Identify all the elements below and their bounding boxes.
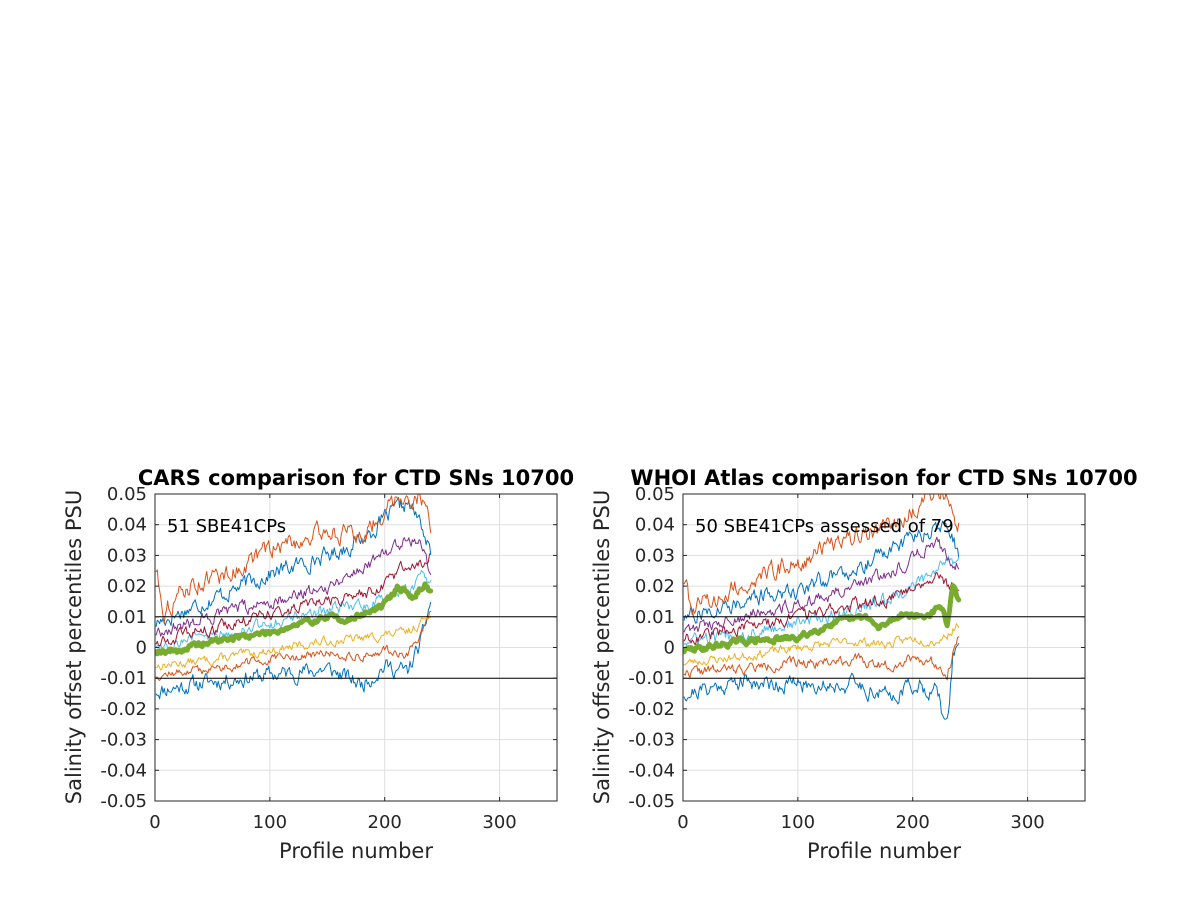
x-tick-label: 100 [253, 812, 287, 833]
y-tick-label: 0 [664, 638, 675, 659]
y-axis-label: Salinity offset percentiles PSU [62, 490, 86, 804]
y-tick-label: -0.03 [628, 730, 675, 751]
x-tick-label: 0 [149, 812, 160, 833]
percentile-line-4 [683, 571, 960, 645]
y-tick-label: 0.04 [635, 515, 675, 536]
percentile-line-8 [683, 583, 962, 655]
percentile-line-1 [155, 610, 432, 681]
y-tick-label: -0.03 [100, 730, 147, 751]
y-tick-label: 0.03 [635, 545, 675, 566]
percentile-line-0 [683, 643, 960, 720]
x-tick-label: 0 [677, 812, 688, 833]
percentile-line-7 [155, 494, 432, 624]
y-tick-label: -0.01 [628, 668, 675, 689]
x-tick-label: 200 [896, 812, 930, 833]
percentile-line-4 [155, 552, 432, 647]
percentile-line-7 [683, 494, 960, 616]
plot-area: 0 100 200 300 0.05 0.04 0.03 0.02 0.01 0 -0.01 -0.0… [100, 484, 558, 833]
y-axis-label: Salinity offset percentiles PSU [590, 490, 614, 804]
y-tick-label: 0.02 [107, 576, 147, 597]
y-tick-label: 0.01 [107, 607, 147, 628]
chart-title: CARS comparison for CTD SNs 10700 [138, 466, 574, 490]
float-count-annotation: 50 SBE41CPs assessed of 79 [695, 516, 954, 537]
y-tick-label: -0.02 [100, 699, 147, 720]
y-tick-label: -0.05 [628, 791, 675, 812]
percentile-line-6 [683, 520, 960, 624]
x-tick-label: 300 [1010, 812, 1044, 833]
chart-title: WHOI Atlas comparison for CTD SNs 10700 [630, 466, 1137, 490]
y-tick-label: 0.02 [635, 576, 675, 597]
y-tick-label: -0.04 [628, 760, 675, 781]
y-tick-label: 0.05 [635, 484, 675, 505]
x-tick-label: 200 [368, 812, 402, 833]
plot-area: 0 100 200 300 0.05 0.04 0.03 0.02 0.01 0 -0.01 -0.0… [628, 484, 1086, 833]
y-tick-label: 0.05 [107, 484, 147, 505]
y-tick-label: 0.03 [107, 545, 147, 566]
float-count-annotation: 51 SBE41CPs [167, 516, 286, 537]
series-group [683, 494, 962, 720]
whoi-atlas-comparison-panel: 0 100 200 300 0.05 0.04 0.03 0.02 0.01 0 -0.01 -0.0… [590, 466, 1138, 863]
percentile-line-2 [683, 623, 960, 666]
percentile-line-8 [155, 581, 434, 657]
percentile-line-5 [683, 536, 960, 633]
y-tick-label: -0.05 [100, 791, 147, 812]
percentile-line-3 [683, 555, 960, 646]
y-tick-label: 0.04 [107, 515, 147, 536]
y-tick-label: -0.01 [100, 668, 147, 689]
percentile-line-5 [155, 537, 432, 637]
cars-comparison-panel: 0 100 200 300 0.05 0.04 0.03 0.02 0.01 0 -0.01 -0.0… [62, 466, 574, 863]
x-axis-label: Profile number [279, 839, 433, 863]
percentile-line-1 [683, 636, 960, 681]
y-tick-label: 0.01 [635, 607, 675, 628]
percentile-line-2 [155, 616, 432, 671]
y-tick-label: -0.04 [100, 760, 147, 781]
x-tick-label: 300 [482, 812, 516, 833]
x-axis-label: Profile number [807, 839, 961, 863]
percentile-line-6 [155, 497, 432, 627]
y-tick-label: -0.02 [628, 699, 675, 720]
x-tick-label: 100 [781, 812, 815, 833]
y-tick-label: 0 [136, 638, 147, 659]
